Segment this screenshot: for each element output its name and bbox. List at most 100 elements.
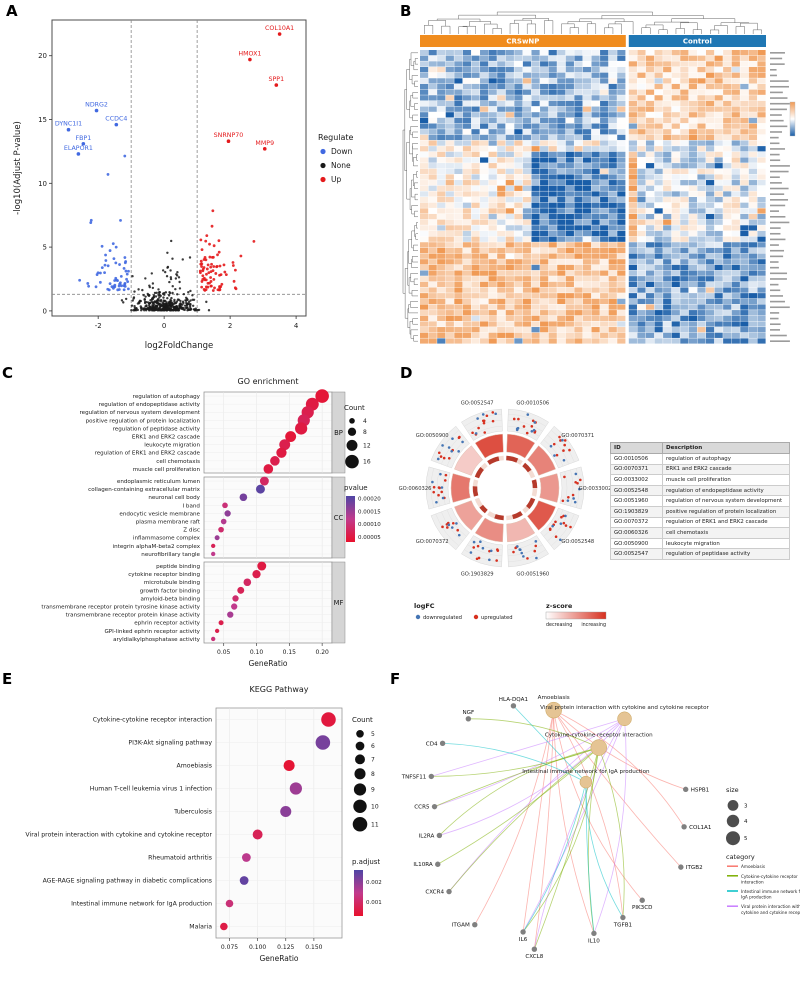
svg-text:3: 3: [744, 803, 748, 809]
svg-text:10: 10: [38, 180, 47, 188]
svg-text:downregulated: downregulated: [423, 615, 462, 621]
svg-text:Intestinal immune network for: Intestinal immune network for: [741, 889, 800, 894]
svg-text:GO:0050900: GO:0050900: [416, 433, 449, 439]
svg-text:pvalue: pvalue: [344, 484, 368, 492]
svg-text:Malaria: Malaria: [189, 924, 212, 931]
go-enrichment-dotplot: GO enrichment regulation of autophagy regu…: [41, 377, 381, 668]
svg-text:16: 16: [363, 459, 371, 466]
svg-text:0: 0: [162, 322, 166, 330]
svg-text:10: 10: [371, 803, 379, 810]
svg-text:Amoebiasis: Amoebiasis: [741, 864, 765, 869]
svg-text:NGF: NGF: [462, 710, 474, 716]
svg-text:Regulate: Regulate: [318, 133, 354, 142]
svg-text:HLA-DQA1: HLA-DQA1: [499, 697, 529, 703]
svg-text:0.20: 0.20: [315, 649, 329, 656]
svg-text:peptide binding: peptide binding: [156, 564, 200, 570]
svg-text:regulation of peptidase activi: regulation of peptidase activity: [113, 426, 201, 432]
svg-text:15: 15: [38, 116, 47, 124]
svg-text:0.00020: 0.00020: [358, 497, 381, 503]
svg-text:GO:0052548: GO:0052548: [561, 539, 594, 545]
svg-text:regulation of nervous system d: regulation of nervous system development: [79, 410, 200, 416]
svg-text:GPI-linked ephrin receptor act: GPI-linked ephrin receptor activity: [104, 629, 200, 635]
svg-text:CD4: CD4: [426, 741, 438, 747]
svg-text:neuronal cell body: neuronal cell body: [148, 495, 200, 501]
svg-text:0.002: 0.002: [366, 880, 382, 886]
svg-text:4: 4: [294, 322, 299, 330]
svg-text:MMP9: MMP9: [255, 140, 274, 147]
svg-text:CXCL8: CXCL8: [525, 954, 543, 960]
go-terms-table: ID Description GO:0010506 regulation of aut…: [610, 442, 790, 560]
gene-pathway-network: Amoebiasis Viral protein interaction with…: [401, 695, 800, 960]
svg-text:Intestinal immune network for: Intestinal immune network for IgA produc…: [71, 901, 212, 908]
svg-text:PIK3CD: PIK3CD: [632, 905, 652, 911]
svg-text:cell chemotaxis: cell chemotaxis: [156, 459, 200, 465]
svg-text:4: 4: [744, 819, 748, 825]
svg-text:ITGAM: ITGAM: [452, 923, 470, 929]
svg-text:Rheumatoid arthritis: Rheumatoid arthritis: [148, 855, 212, 862]
svg-text:5: 5: [744, 836, 748, 842]
svg-text:aryldialkylphosphatase activit: aryldialkylphosphatase activity: [113, 637, 201, 643]
svg-text:GO:0052547: GO:0052547: [461, 400, 494, 406]
panel-label-c: C: [2, 364, 14, 382]
svg-text:Down: Down: [331, 147, 352, 156]
svg-text:p.adjust: p.adjust: [352, 858, 380, 866]
expression-heatmap: CRSwNP Control: [402, 11, 796, 344]
svg-text:Intestinal immune network for: Intestinal immune network for IgA produc…: [522, 769, 650, 775]
kegg-pathway-dotplot: KEGG Pathway Cytokine-cytokine receptor i…: [25, 685, 382, 963]
svg-text:transmembrane receptor protein: transmembrane receptor protein tyrosine …: [41, 605, 200, 611]
svg-text:BP: BP: [334, 429, 343, 437]
svg-text:SNRNP70: SNRNP70: [214, 132, 244, 139]
svg-text:7: 7: [371, 756, 375, 763]
svg-text:5: 5: [43, 244, 47, 252]
svg-text:regulation of ERK1 and ERK2 ca: regulation of ERK1 and ERK2 cascade: [95, 451, 201, 457]
svg-text:Human T-cell leukemia virus 1: Human T-cell leukemia virus 1 infection: [90, 786, 212, 793]
svg-text:GO:0060326: GO:0060326: [399, 486, 432, 492]
svg-text:logFC: logFC: [414, 602, 435, 610]
svg-text:Viral protein interaction with: Viral protein interaction with cytokine …: [540, 705, 709, 711]
svg-text:5: 5: [371, 731, 375, 738]
svg-text:0.075: 0.075: [221, 944, 238, 951]
svg-text:COL1A1: COL1A1: [689, 825, 712, 831]
svg-text:endoplasmic reticulum lumen: endoplasmic reticulum lumen: [117, 479, 201, 485]
svg-text:ERK1 and ERK2 cascade: ERK1 and ERK2 cascade: [132, 435, 201, 441]
svg-text:11: 11: [371, 821, 379, 828]
svg-text:0.00010: 0.00010: [358, 522, 381, 528]
svg-text:regulation of autophagy: regulation of autophagy: [133, 394, 201, 400]
svg-text:decreasing: decreasing: [546, 622, 572, 628]
svg-text:20: 20: [38, 52, 47, 60]
svg-text:positive regulation of protein: positive regulation of protein localizat…: [86, 418, 201, 424]
svg-text:collagen-containing extracellu: collagen-containing extracellular matrix: [88, 487, 201, 493]
svg-text:category: category: [726, 853, 755, 861]
svg-text:0.05: 0.05: [217, 649, 231, 656]
svg-text:KEGG Pathway: KEGG Pathway: [250, 685, 309, 694]
panel-e-kegg: KEGG Pathway Cytokine-cytokine receptor i…: [10, 678, 392, 994]
svg-text:neurofibrillary tangle: neurofibrillary tangle: [141, 552, 200, 558]
svg-text:8: 8: [363, 429, 367, 436]
svg-text:HMOX1: HMOX1: [238, 51, 261, 58]
svg-text:Up: Up: [331, 175, 341, 184]
svg-text:Count: Count: [352, 716, 373, 724]
svg-text:Cytokine-cytokine receptor int: Cytokine-cytokine receptor interaction: [93, 717, 212, 724]
svg-text:0: 0: [43, 307, 47, 315]
svg-text:GeneRatio: GeneRatio: [259, 954, 298, 963]
svg-text:size: size: [726, 786, 739, 794]
svg-text:I band: I band: [182, 503, 200, 509]
svg-text:COL10A1: COL10A1: [265, 25, 294, 32]
svg-text:IL6: IL6: [519, 937, 528, 943]
svg-text:Amoebiasis: Amoebiasis: [177, 763, 212, 770]
svg-text:inflammasome complex: inflammasome complex: [133, 536, 201, 542]
go-circular-plot: GO:0010506 GO:0070371 GO:0033002 GO:0052548…: [399, 400, 612, 628]
svg-text:Viral protein interaction with: Viral protein interaction with cytokine …: [25, 832, 212, 839]
svg-text:z-score: z-score: [546, 602, 573, 610]
svg-text:Control: Control: [683, 38, 712, 46]
svg-text:-log10(Adjust P-value): -log10(Adjust P-value): [13, 121, 23, 215]
svg-text:4: 4: [363, 418, 367, 425]
volcano-plot: -2 0 2 4 0 5 10 15 20 log2FoldChange -log10(Adjust…: [13, 19, 354, 351]
svg-text:0.00005: 0.00005: [358, 535, 381, 541]
svg-text:plasma membrane raft: plasma membrane raft: [136, 520, 201, 526]
svg-text:GO:0010506: GO:0010506: [516, 400, 549, 406]
svg-text:0.150: 0.150: [305, 944, 322, 951]
svg-text:0.00015: 0.00015: [358, 509, 381, 515]
svg-text:regulation of endopeptidase ac: regulation of endopeptidase activity: [99, 402, 201, 408]
svg-text:increasing: increasing: [581, 622, 606, 628]
